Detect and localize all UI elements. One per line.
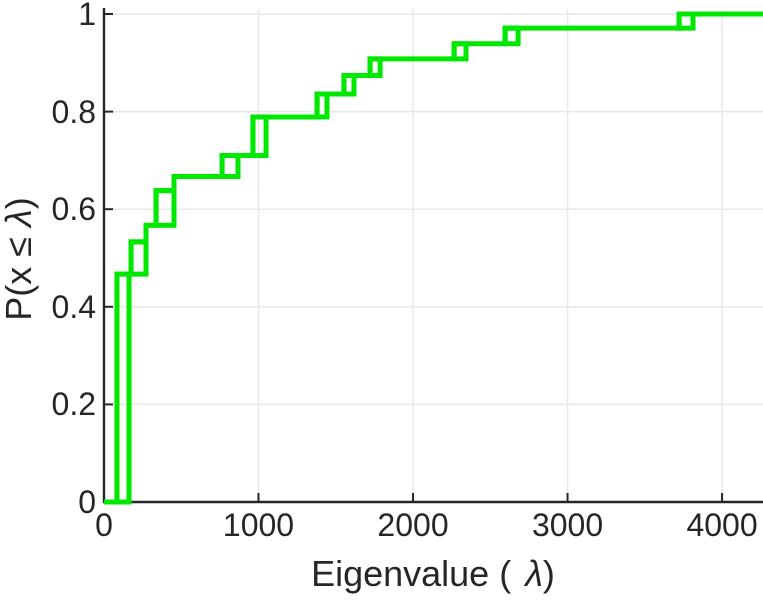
x-axis-label: Eigenvalue ( λ) xyxy=(311,556,555,592)
ecdf-window-rect xyxy=(153,188,177,228)
x-tick-label: 3000 xyxy=(531,507,604,543)
y-tick-label: 0.6 xyxy=(51,191,96,228)
y-tick-label: 0.4 xyxy=(51,288,96,325)
y-axis-label-close: ) xyxy=(0,197,39,210)
y-tick-label: 0.8 xyxy=(51,93,96,130)
x-tick-label: 4000 xyxy=(686,507,758,543)
lambda-symbol: λ xyxy=(0,209,39,227)
y-axis-label: P(x ≤ λ) xyxy=(0,144,39,374)
x-tick-label: 0 xyxy=(95,507,113,543)
y-tick-label: 0 xyxy=(78,484,96,520)
x-axis-label-text: Eigenvalue ( xyxy=(311,553,512,594)
y-axis-label-text: P(x ≤ xyxy=(0,226,39,321)
ecdf-double-step-windows xyxy=(114,11,696,505)
ecdf-curve xyxy=(104,11,763,505)
lambda-symbol: λ xyxy=(525,553,543,594)
y-tick-label: 1 xyxy=(78,0,96,32)
y-tick-label: 0.2 xyxy=(51,386,96,423)
x-axis-label-close: ) xyxy=(542,553,555,594)
axes xyxy=(102,8,763,504)
x-tick-label: 2000 xyxy=(377,507,449,543)
ecdf-step-path xyxy=(104,11,763,505)
x-tick-label: 1000 xyxy=(222,507,295,543)
gridlines xyxy=(104,10,763,502)
